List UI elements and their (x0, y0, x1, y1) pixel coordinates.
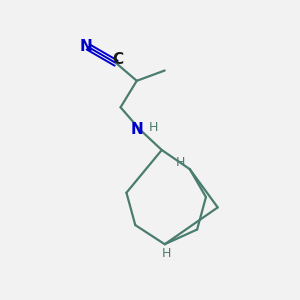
Text: N: N (80, 39, 92, 54)
Text: H: H (161, 247, 171, 260)
Text: C: C (112, 52, 123, 67)
Text: H: H (149, 121, 158, 134)
Text: N: N (130, 122, 143, 137)
Text: H: H (176, 156, 185, 169)
